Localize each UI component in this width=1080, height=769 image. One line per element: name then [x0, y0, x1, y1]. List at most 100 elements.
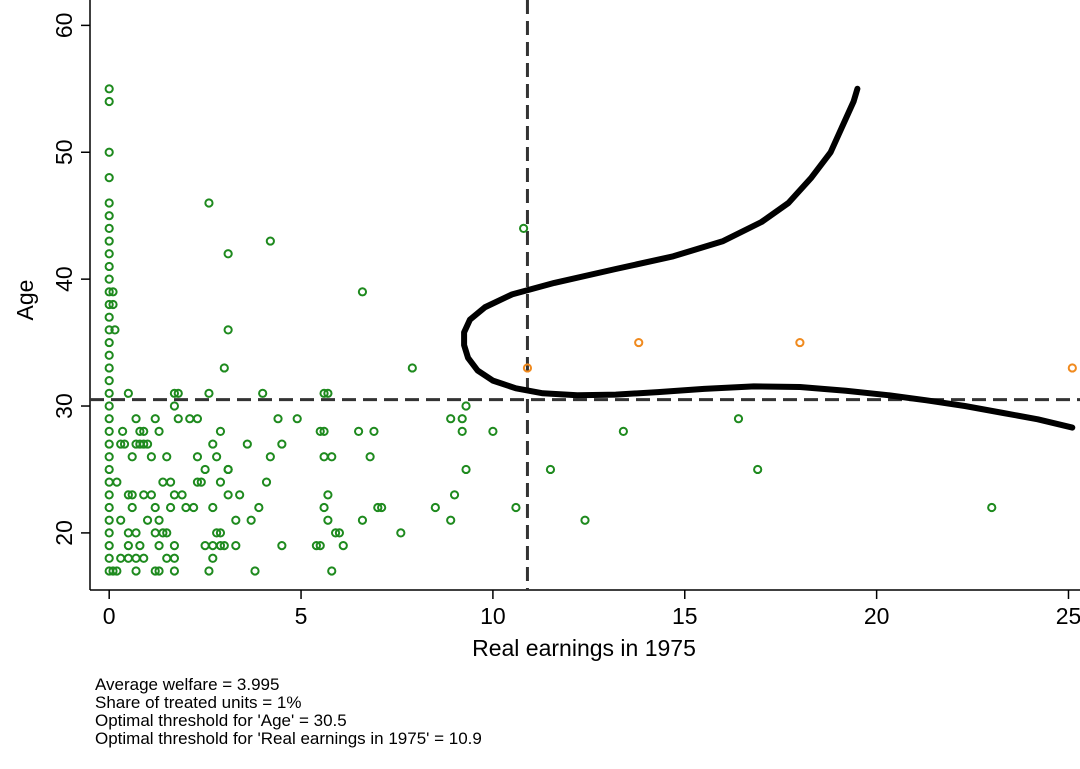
untreated-point [104, 173, 114, 183]
untreated-point [273, 414, 283, 424]
untreated-point [407, 363, 417, 373]
untreated-point [139, 439, 149, 449]
untreated-point [158, 477, 168, 487]
welfare-curve [461, 85, 1076, 431]
untreated-point [208, 502, 218, 513]
untreated-point [235, 490, 245, 500]
untreated-point [334, 528, 345, 538]
untreated-point [215, 426, 226, 436]
untreated-point [154, 566, 164, 576]
chart: 0 5 10 15 20 25 20 30 40 50 60 Real earnings in 19… [12, 0, 1080, 661]
untreated-point [208, 553, 218, 563]
untreated-point [127, 452, 137, 462]
x-axis-label: Real earnings in 1975 [472, 635, 696, 661]
untreated-point [319, 388, 329, 398]
axes: 0 5 10 15 20 25 20 30 40 50 60 [51, 0, 1080, 629]
untreated-point [131, 566, 141, 576]
untreated-point [108, 287, 118, 297]
untreated-point [169, 553, 180, 563]
untreated-point [104, 388, 114, 398]
untreated-point [104, 426, 114, 436]
untreated-point [139, 426, 149, 436]
untreated-point [753, 464, 763, 475]
untreated-point [162, 528, 172, 538]
untreated-point [104, 312, 114, 322]
y-tick-label: 50 [51, 139, 77, 165]
untreated-point [315, 540, 325, 551]
untreated-point [169, 490, 180, 500]
untreated-point [231, 515, 241, 525]
untreated-point [373, 502, 383, 513]
untreated-point [104, 477, 114, 487]
untreated-point [200, 464, 210, 475]
untreated-point [315, 426, 325, 436]
untreated-point [265, 236, 275, 246]
untreated-point [104, 261, 114, 272]
untreated-point [104, 553, 114, 563]
untreated-point [150, 502, 160, 513]
untreated-point [223, 249, 233, 259]
untreated-point [223, 464, 233, 475]
untreated-point [150, 566, 160, 576]
y-tick-label: 60 [51, 13, 77, 39]
untreated-point [104, 198, 114, 208]
untreated-point [511, 502, 521, 513]
untreated-point [212, 528, 222, 538]
untreated-point [154, 515, 164, 525]
untreated-point [123, 540, 133, 551]
untreated-point [327, 566, 337, 576]
treated-point [795, 337, 805, 348]
untreated-point [104, 249, 114, 259]
untreated-point [104, 274, 114, 284]
note-threshold-earnings: Optimal threshold for 'Real earnings in … [95, 729, 482, 748]
untreated-point [396, 528, 406, 538]
untreated-point [212, 452, 222, 462]
untreated-point [169, 566, 180, 576]
untreated-point [104, 211, 114, 221]
untreated-point [104, 337, 114, 348]
untreated-point [146, 490, 156, 500]
curve-layer [461, 85, 1076, 431]
untreated-point [223, 490, 233, 500]
untreated-point [192, 452, 203, 462]
untreated-point [204, 566, 214, 576]
x-tick-label: 25 [1056, 603, 1080, 629]
untreated-point [165, 477, 176, 487]
x-tick-label: 20 [864, 603, 890, 629]
points [104, 84, 1077, 576]
untreated-point [369, 426, 379, 436]
untreated-point [104, 299, 114, 310]
untreated-point [258, 388, 268, 398]
untreated-point [123, 388, 133, 398]
untreated-point [123, 553, 133, 563]
untreated-point [118, 426, 128, 436]
untreated-point [265, 452, 275, 462]
untreated-point [139, 553, 149, 563]
untreated-point [215, 540, 226, 551]
untreated-point [219, 540, 229, 551]
untreated-point [319, 502, 329, 513]
untreated-point [135, 540, 145, 551]
untreated-point [319, 452, 329, 462]
treated-point [522, 363, 533, 373]
untreated-point [519, 223, 529, 233]
untreated-point [123, 528, 133, 538]
untreated-point [277, 540, 287, 551]
untreated-point [131, 414, 141, 424]
untreated-point [192, 414, 203, 424]
untreated-point [110, 325, 120, 335]
y-tick-label: 40 [51, 266, 77, 292]
untreated-point [357, 515, 368, 525]
untreated-point [104, 452, 114, 462]
y-axis-label: Age [12, 280, 38, 321]
untreated-point [154, 426, 164, 436]
untreated-point [104, 84, 114, 94]
untreated-point [181, 502, 191, 513]
untreated-point [545, 464, 556, 475]
untreated-point [104, 236, 114, 246]
untreated-point [104, 515, 114, 525]
y-tick-label: 20 [51, 520, 77, 546]
untreated-point [108, 566, 118, 576]
treated-point [634, 337, 644, 348]
untreated-point [104, 464, 114, 475]
